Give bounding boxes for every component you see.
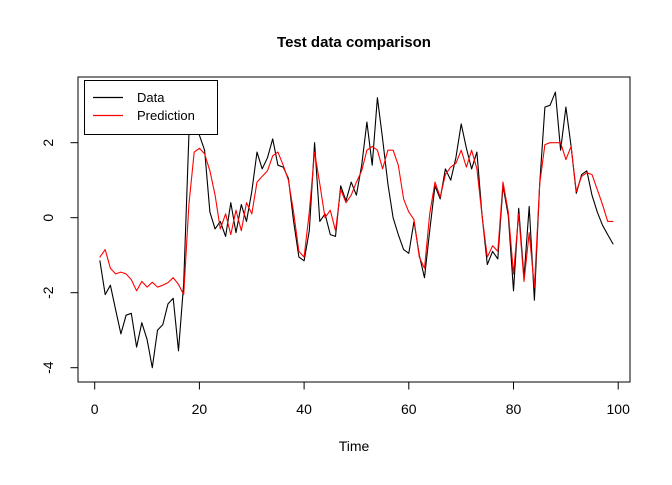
prediction-series-line (99, 142, 614, 296)
plot-border (77, 76, 631, 383)
series-layer (99, 91, 614, 369)
legend-data-label: Data (137, 90, 165, 105)
data-series-line (99, 91, 614, 369)
y-tick-label: 2 (40, 139, 56, 147)
legend-box (84, 80, 218, 135)
x-tick-label: 40 (296, 401, 312, 417)
y-tick-label: 0 (40, 214, 56, 222)
axes-layer: 0 20 40 60 80 100 -4 -2 0 2 (40, 139, 630, 417)
y-tick-label: -4 (40, 361, 56, 374)
x-tick-label: 60 (401, 401, 417, 417)
x-tick-label: 20 (192, 401, 208, 417)
legend: Data Prediction (84, 80, 218, 135)
x-tick-label: 100 (607, 401, 631, 417)
legend-prediction-label: Prediction (137, 108, 195, 123)
chart-title: Test data comparison (277, 34, 431, 51)
y-tick-label: -2 (40, 286, 56, 299)
x-tick-label: 80 (506, 401, 522, 417)
x-axis-title: Time (339, 438, 370, 454)
x-tick-label: 0 (91, 401, 99, 417)
